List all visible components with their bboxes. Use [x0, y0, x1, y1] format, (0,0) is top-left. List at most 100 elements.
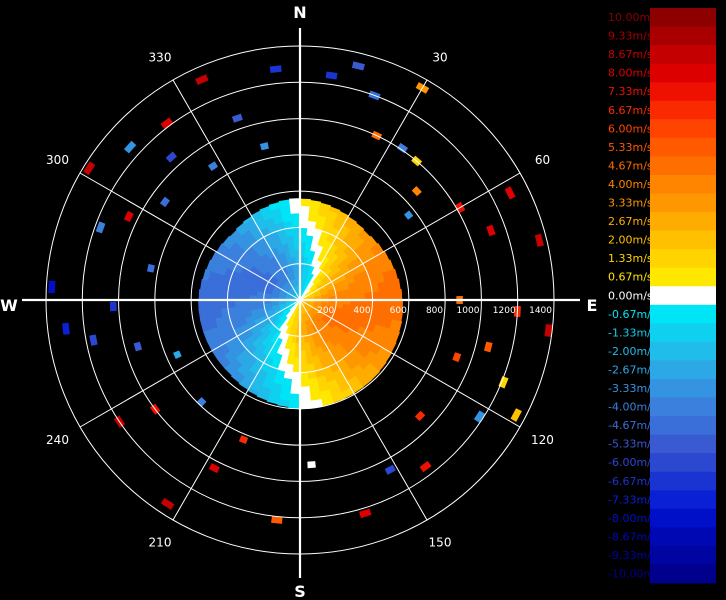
- cardinal-east: E: [587, 296, 598, 315]
- range-bin: [325, 71, 338, 80]
- colorbar-label: -6.67m/s: [608, 475, 657, 488]
- range-bin: [62, 322, 70, 335]
- range-bin: [504, 186, 516, 200]
- scan-cell: [305, 356, 314, 366]
- range-bin: [195, 74, 209, 85]
- colorbar-label: 7.33m/s: [608, 85, 653, 98]
- colorbar-swatch: [650, 63, 716, 83]
- azimuth-label: 60: [535, 153, 550, 167]
- colorbar-label: -2.00m/s: [608, 345, 657, 358]
- range-bin: [404, 210, 414, 220]
- range-bin: [207, 161, 219, 171]
- range-label: 1200: [493, 306, 516, 316]
- colorbar-swatch: [650, 119, 716, 139]
- scan-cell: [206, 259, 215, 272]
- colorbar-swatch: [650, 249, 716, 269]
- azimuth-label: 120: [531, 433, 554, 447]
- range-bin: [269, 65, 282, 73]
- scan-cell: [230, 375, 241, 384]
- colorbar-label: 4.67m/s: [608, 159, 653, 172]
- range-bin: [486, 224, 496, 237]
- scan-cell: [200, 278, 209, 291]
- azimuth-label: 30: [432, 51, 447, 65]
- range-bin: [411, 186, 422, 197]
- colorbar-label: -6.00m/s: [608, 456, 657, 469]
- scan-cell: [227, 299, 236, 308]
- colorbar-swatch: [650, 527, 716, 547]
- azimuth-label: 300: [46, 153, 69, 167]
- colorbar-swatch: [650, 471, 716, 491]
- scan-cell: [299, 205, 311, 214]
- range-bin: [109, 301, 117, 312]
- scan-cell: [299, 364, 308, 373]
- scan-cell: [379, 290, 388, 301]
- colorbar-swatch: [650, 304, 716, 324]
- range-bin: [160, 117, 174, 130]
- scan-cell: [212, 299, 221, 310]
- range-bin: [196, 397, 207, 407]
- colorbar-swatch: [650, 434, 716, 454]
- scan-cell: [299, 219, 309, 229]
- range-bin: [238, 435, 249, 445]
- colorbar-label: 6.67m/s: [608, 104, 653, 117]
- colorbar-swatch: [650, 341, 716, 361]
- range-bin: [414, 410, 426, 422]
- scan-cell: [371, 291, 381, 301]
- scan-cell: [277, 399, 290, 408]
- colorbar-swatch: [650, 379, 716, 398]
- range-bin: [534, 233, 544, 247]
- colorbar-label: -1.33m/s: [608, 326, 657, 339]
- colorbar-swatch: [650, 137, 716, 157]
- range-bin: [351, 61, 365, 71]
- colorbar-swatch: [650, 26, 716, 46]
- azimuth-spoke: [299, 79, 428, 301]
- colorbar-swatch: [650, 267, 716, 287]
- azimuth-label: 150: [429, 535, 452, 549]
- colorbar-label: -7.33m/s: [608, 493, 657, 506]
- range-bin: [307, 461, 316, 469]
- scan-cell: [234, 305, 244, 314]
- scan-cell: [299, 379, 310, 388]
- colorbar-labels: 10.00m/s 9.33m/s 8.67m/s 8.00m/s 7.33m/s 6.67…: [608, 11, 664, 581]
- scan-cell: [292, 364, 301, 373]
- polar-grid: [22, 28, 580, 578]
- range-bin: [133, 341, 143, 352]
- scan-cell: [205, 289, 214, 301]
- range-bin: [271, 516, 283, 524]
- range-bin: [384, 464, 397, 475]
- range-bin: [123, 210, 134, 223]
- scan-cell: [219, 299, 229, 309]
- colorbar-label: 9.33m/s: [608, 30, 653, 43]
- range-bin: [173, 350, 182, 359]
- scan-cell: [205, 299, 214, 311]
- colorbar-swatch: [650, 45, 716, 65]
- scan-cell: [198, 309, 209, 322]
- colorbar-label: 6.00m/s: [608, 122, 653, 135]
- colorbar-label: 0.67m/s: [608, 271, 653, 284]
- range-bin: [159, 196, 170, 208]
- colorbar-swatch: [650, 174, 716, 194]
- colorbar-swatch: [650, 8, 716, 27]
- colorbar-label: 1.33m/s: [608, 252, 653, 265]
- range-bin: [359, 508, 372, 519]
- colorbar-label: 8.00m/s: [608, 67, 653, 80]
- scan-cell: [241, 304, 251, 313]
- scan-cell: [198, 289, 207, 301]
- scan-cell: [309, 200, 322, 209]
- scan-cell: [219, 291, 229, 301]
- azimuth-spoke: [299, 299, 521, 428]
- scan-cell: [299, 393, 311, 402]
- scan-cell: [212, 290, 221, 301]
- scan-cell: [290, 379, 301, 388]
- colorbar-label: -4.00m/s: [608, 401, 657, 414]
- range-bin: [473, 410, 486, 423]
- range-bin: [208, 463, 220, 474]
- scan-cell: [289, 205, 301, 214]
- range-bin: [510, 408, 522, 422]
- colorbar-swatch: [650, 453, 716, 473]
- colorbar-swatch: [650, 82, 716, 102]
- scan-cell: [278, 199, 291, 209]
- range-label: 1400: [529, 306, 552, 316]
- scan-cell: [364, 292, 373, 301]
- scan-cell: [379, 299, 388, 310]
